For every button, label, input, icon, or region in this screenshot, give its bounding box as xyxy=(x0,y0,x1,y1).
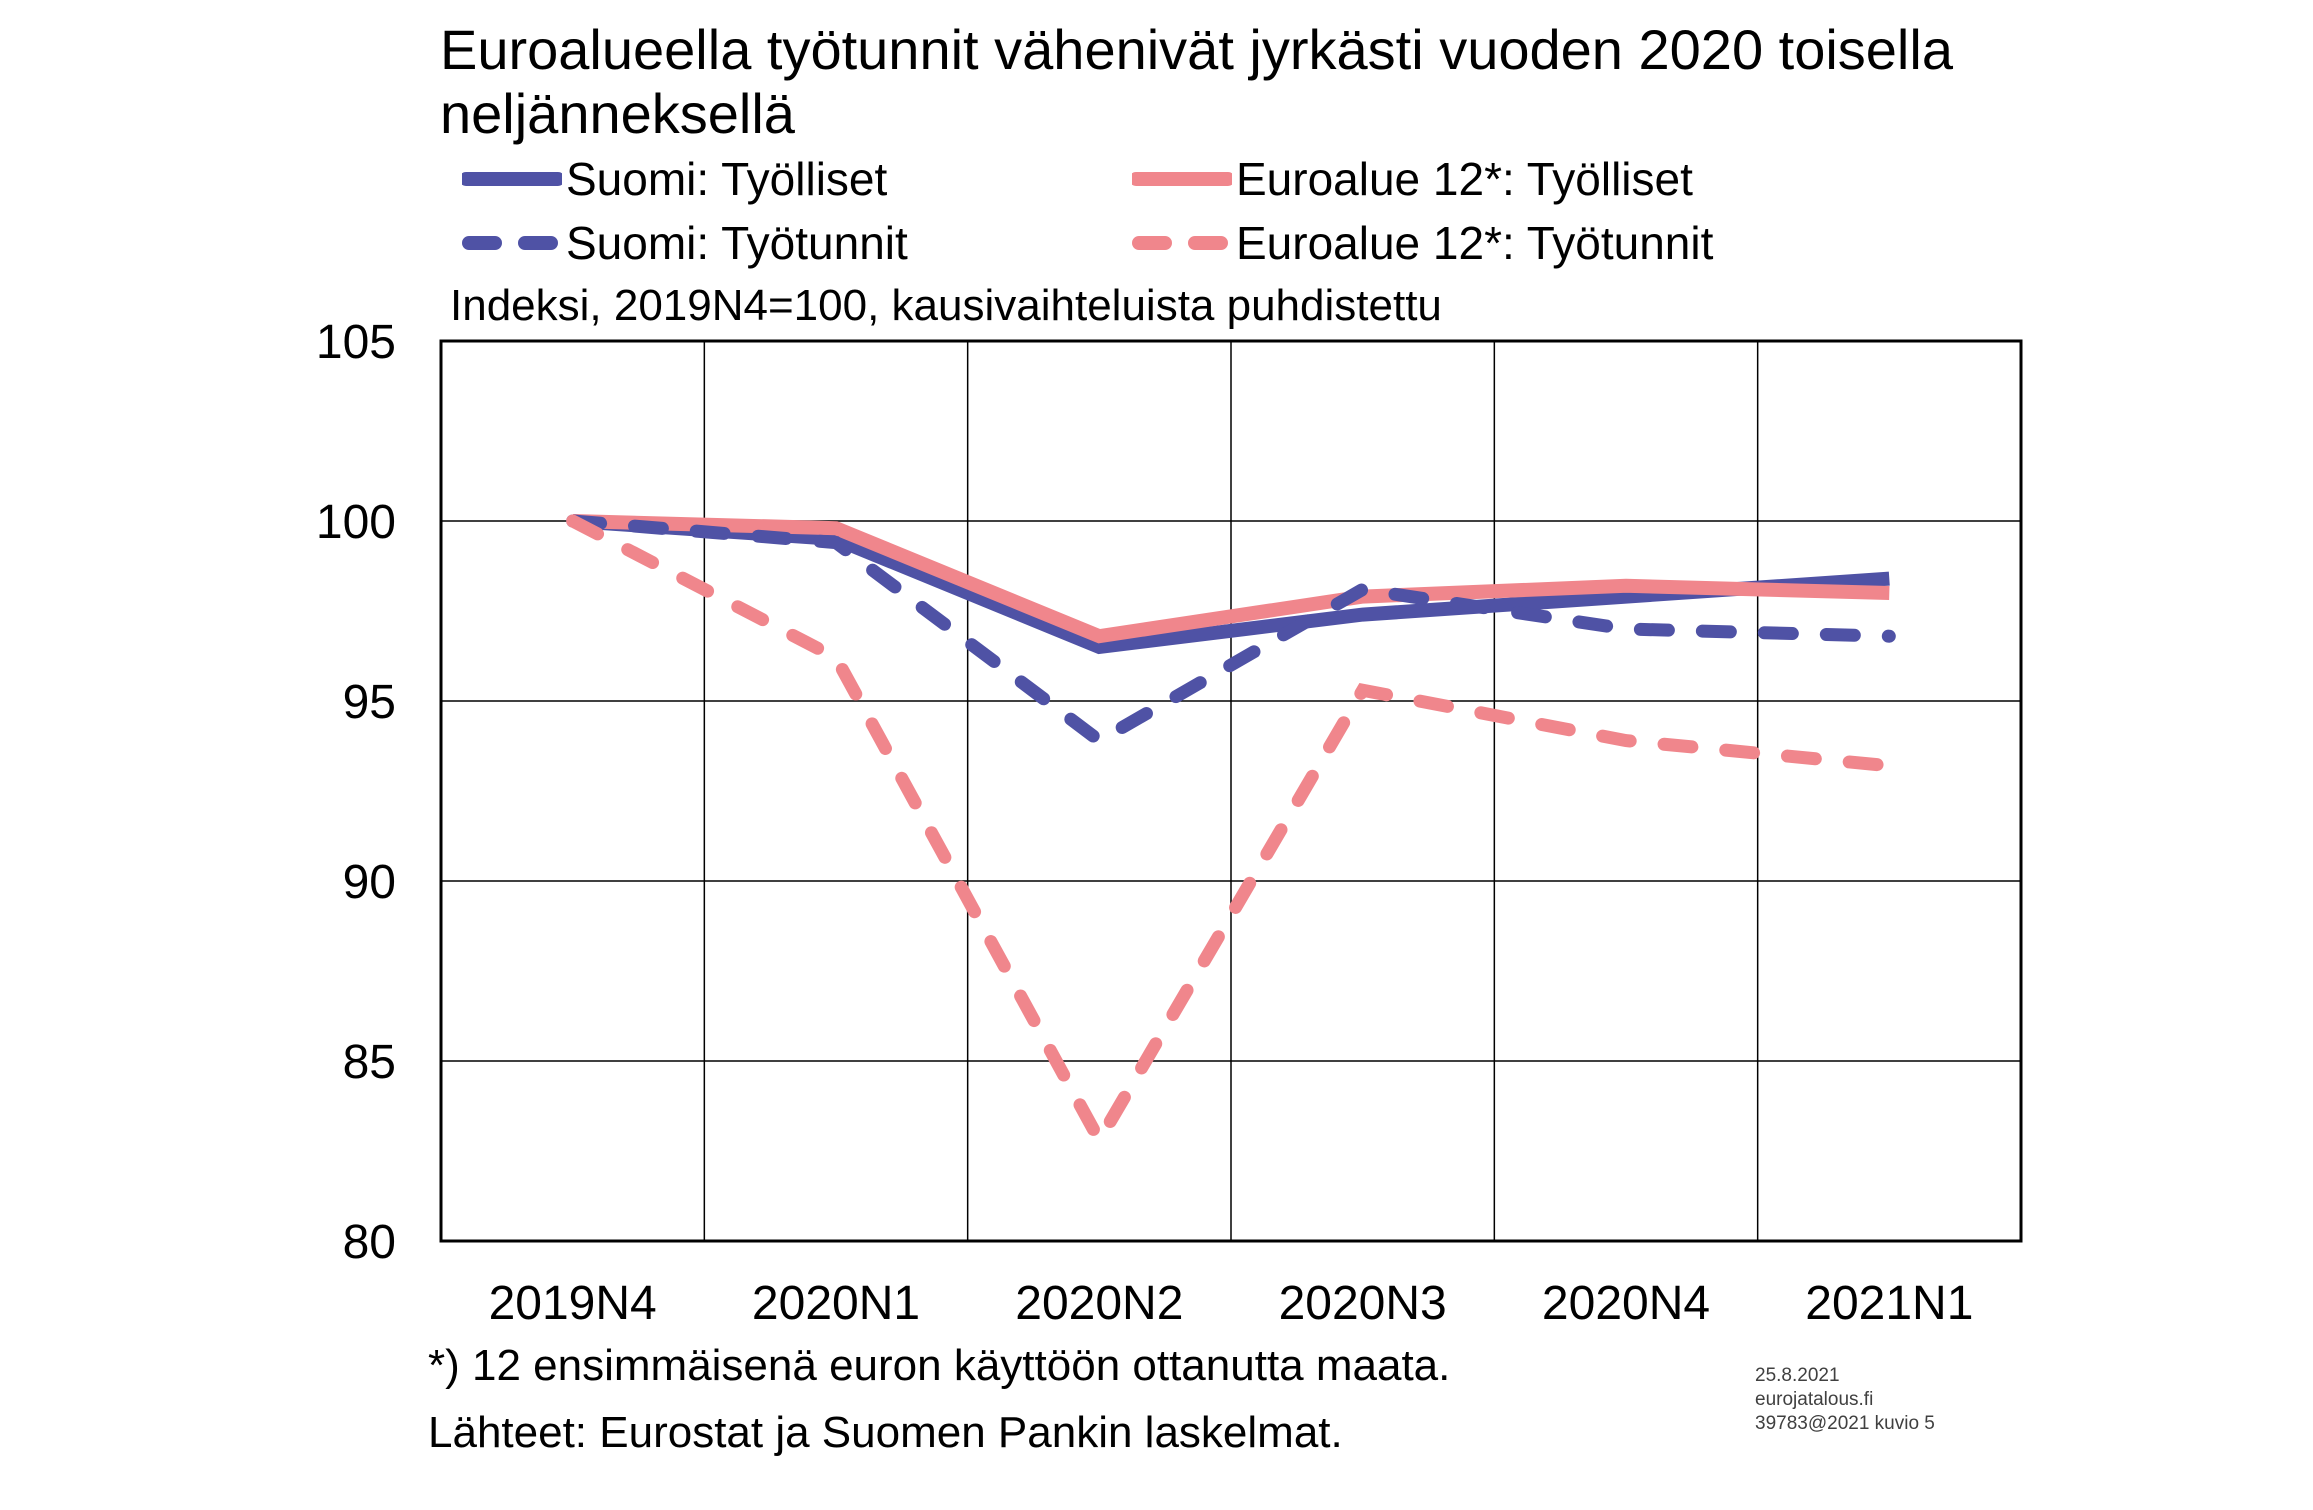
chart-subtitle: Indeksi, 2019N4=100, kausivaihteluista p… xyxy=(450,281,1442,330)
series-line xyxy=(566,514,1896,1154)
chart-title: Euroalueella työtunnit vähenivät jyrkäst… xyxy=(440,18,1953,145)
y-tick-label: 90 xyxy=(343,856,396,909)
y-tick-label: 95 xyxy=(343,676,396,729)
figure-reference: 39783@2021 kuvio 5 xyxy=(1755,1413,1935,1434)
y-tick-label: 85 xyxy=(343,1036,396,1089)
legend-label: Suomi: Työtunnit xyxy=(566,217,908,269)
x-tick-label: 2020N4 xyxy=(1542,1277,1710,1330)
x-tick-label: 2020N3 xyxy=(1279,1277,1447,1330)
legend-swatch-dashed-blue xyxy=(462,236,562,250)
legend-item-euroalue-tyolliset: Euroalue 12*: Työlliset xyxy=(1132,152,1693,206)
y-tick-label: 80 xyxy=(343,1216,396,1269)
legend-swatch-dashed-pink xyxy=(1132,236,1232,250)
legend-label: Euroalue 12*: Työtunnit xyxy=(1236,217,1714,269)
legend-item-suomi-tyotunnit: Suomi: Työtunnit xyxy=(462,216,908,270)
y-tick-label: 100 xyxy=(316,496,396,549)
legend-swatch-solid-pink xyxy=(1132,172,1232,186)
x-tick-label: 2020N2 xyxy=(1015,1277,1183,1330)
footnote-countries: *) 12 ensimmäisenä euron käyttöön ottanu… xyxy=(428,1341,1451,1390)
series-line xyxy=(572,514,1890,644)
series-line xyxy=(566,514,1896,749)
legend-swatch-solid-blue xyxy=(462,172,562,186)
legend-label: Suomi: Työlliset xyxy=(566,153,888,205)
line-chart: 80 85 90 95 100 105 2019N4 2020N1 2020N2 2020N3 20… xyxy=(316,316,2023,1330)
x-tick-label: 2019N4 xyxy=(489,1277,657,1330)
publish-date: 25.8.2021 xyxy=(1755,1365,1840,1386)
y-tick-label: 105 xyxy=(316,316,396,369)
x-tick-label: 2020N1 xyxy=(752,1277,920,1330)
footnote-sources: Lähteet: Eurostat ja Suomen Pankin laske… xyxy=(428,1408,1343,1457)
legend-item-euroalue-tyotunnit: Euroalue 12*: Työtunnit xyxy=(1132,216,1713,270)
source-site: eurojatalous.fi xyxy=(1755,1389,1874,1410)
legend-label: Euroalue 12*: Työlliset xyxy=(1236,153,1693,205)
plot-frame xyxy=(439,339,2023,1243)
x-tick-label: 2021N1 xyxy=(1805,1277,1973,1330)
legend-item-suomi-tyolliset: Suomi: Työlliset xyxy=(462,152,887,206)
